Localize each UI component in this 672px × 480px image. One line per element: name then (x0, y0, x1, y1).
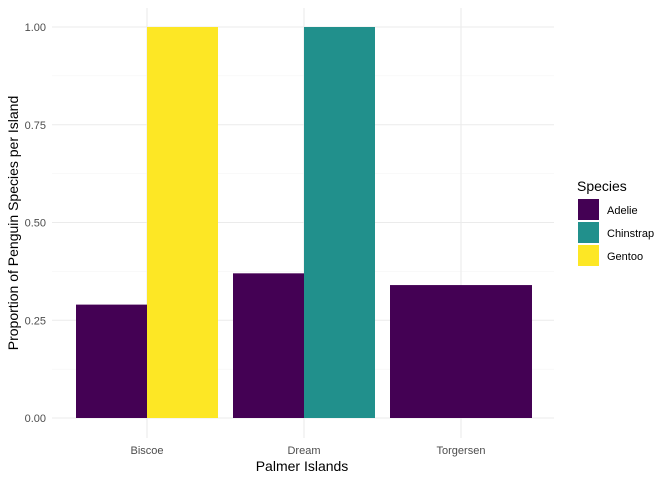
legend-key-chinstrap (578, 222, 599, 243)
legend-label-gentoo: Gentoo (607, 251, 643, 263)
legend: Species Adelie Chinstrap Gentoo (577, 178, 654, 266)
x-axis-ticks: Biscoe Dream Torgersen (130, 445, 485, 457)
y-tick-label: 1.00 (25, 22, 46, 34)
legend-key-adelie (578, 199, 599, 220)
y-tick-label: 0.50 (25, 218, 46, 230)
bar-adelie-torgersen (390, 285, 532, 418)
bar-chinstrap-dream (304, 27, 375, 418)
y-axis-title: Proportion of Penguin Species per Island (5, 96, 21, 351)
bars-layer (76, 27, 532, 418)
bar-adelie-biscoe (76, 304, 147, 418)
x-axis-title: Palmer Islands (256, 458, 349, 474)
y-axis-ticks: 0.00 0.25 0.50 0.75 1.00 (25, 22, 46, 425)
legend-label-adelie: Adelie (607, 205, 638, 217)
bar-adelie-dream (233, 273, 304, 418)
x-tick-label: Torgersen (437, 445, 486, 457)
legend-title: Species (577, 178, 627, 194)
legend-items: Adelie Chinstrap Gentoo (578, 199, 654, 266)
y-tick-label: 0.75 (25, 120, 46, 132)
x-tick-label: Biscoe (130, 445, 163, 457)
y-tick-label: 0.25 (25, 315, 46, 327)
legend-key-gentoo (578, 245, 599, 266)
legend-label-chinstrap: Chinstrap (607, 228, 654, 240)
y-tick-label: 0.00 (25, 413, 46, 425)
x-tick-label: Dream (287, 445, 320, 457)
bar-gentoo-biscoe (147, 27, 218, 418)
